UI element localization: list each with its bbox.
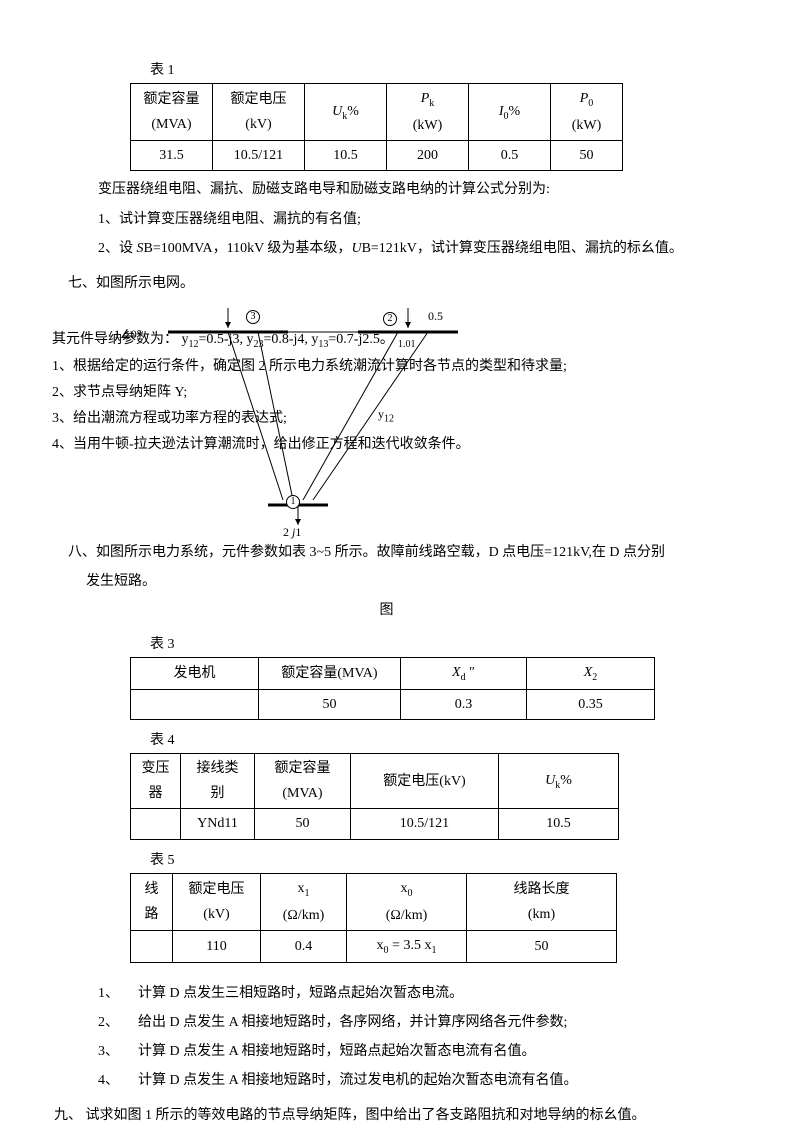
t4-c4: 10.5 [499,809,619,839]
diagram: 3 2 1 0.5 1∠0° 其元件导纳参数为： y12=0.5-j3, y23… [98,300,723,540]
t5-c0 [131,930,173,962]
t1-c0: 31.5 [131,141,213,171]
node1: 1 [286,495,300,509]
t3-h0: 发电机 [131,657,259,689]
table3: 发电机 额定容量(MVA) Xd ″ X2 50 0.3 0.35 [130,657,655,720]
section8: 八、如图所示电力系统，元件参数如表 3~5 所示。故障前线路空载，D 点电压=1… [68,540,723,565]
table5: 线路 额定电压(kV) x1(Ω/km) x0(Ω/km) 线路长度(km) 1… [130,873,617,963]
intro-text: 变压器绕组电阻、漏抗、励磁支路电导和励磁支路电纳的计算公式分别为: [98,177,723,202]
t5-c1: 110 [173,930,261,962]
t4-h2: 额定容量(MVA) [255,754,351,809]
y12-label: y12 [378,404,394,428]
t1-h3: Pk(kW) [387,84,469,141]
q8-1: 1、计算 D 点发生三相短路时，短路点起始次暂态电流。 [98,981,723,1006]
q7-4: 4、当用牛顿-拉夫逊法计算潮流时，给出修正方程和迭代收敛条件。 [52,432,752,457]
t4-h1: 接线类别 [181,754,255,809]
section7: 七、如图所示电网。 [68,271,723,296]
val-101: 1.01 [398,336,416,354]
q7-1: 1、根据给定的运行条件，确定图 2 所示电力系统潮流计算时各节点的类型和待求量; [52,354,752,379]
table4-label: 表 4 [150,728,723,753]
section8b: 发生短路。 [86,569,723,594]
t1-c1: 10.5/121 [213,141,305,171]
t1-h4: I0% [469,84,551,141]
t1-c4: 0.5 [469,141,551,171]
t5-h2: x1(Ω/km) [261,873,347,930]
t4-h3: 额定电压(kV) [351,754,499,809]
t3-h3: X2 [527,657,655,689]
t4-h4: Uk% [499,754,619,809]
table5-label: 表 5 [150,848,723,873]
bottom-label: 2 j1 [283,522,301,544]
t5-c2: 0.4 [261,930,347,962]
t5-h3: x0(Ω/km) [347,873,467,930]
t5-c4: 50 [467,930,617,962]
t5-c3: x0 = 3.5 x1 [347,930,467,962]
t1-c2: 10.5 [305,141,387,171]
section9: 九、 试求如图 1 所示的等效电路的节点导纳矩阵，图中给出了各支路阻抗和对地导纳… [54,1103,723,1128]
node2: 2 [383,312,397,326]
t1-h1: 额定电压(kV) [213,84,305,141]
t3-h2: Xd ″ [401,657,527,689]
t4-c2: 50 [255,809,351,839]
q1: 1、试计算变压器绕组电阻、漏抗的有名值; [98,207,723,232]
t1-h5: P0(kW) [551,84,623,141]
q8-4: 4、计算 D 点发生 A 相接地短路时，流过发电机的起始次暂态电流有名值。 [98,1068,723,1093]
q2: 2、设 SB=100MVA，110kV 级为基本级，UB=121kV，试计算变压… [98,236,723,261]
t5-h1: 额定电压(kV) [173,873,261,930]
t4-h0: 变压器 [131,754,181,809]
fig-caption: 图 [50,598,723,623]
t1-c5: 50 [551,141,623,171]
t3-c1: 50 [259,689,401,719]
t4-c1: YNd11 [181,809,255,839]
q8-2: 2、给出 D 点发生 A 相接地短路时，各序网络，并计算序网络各元件参数; [98,1010,723,1035]
t5-h0: 线路 [131,873,173,930]
table3-label: 表 3 [150,632,723,657]
t1-h0: 额定容量(MVA) [131,84,213,141]
table1-label: 表 1 [150,58,723,83]
table1: 额定容量(MVA) 额定电压(kV) Uk% Pk(kW) I0% P0(kW)… [130,83,623,171]
q8-3: 3、计算 D 点发生 A 相接地短路时，短路点起始次暂态电流有名值。 [98,1039,723,1064]
t1-c3: 200 [387,141,469,171]
q7-2: 2、求节点导纳矩阵 Y; [52,380,752,405]
t4-c0 [131,809,181,839]
t3-c2: 0.3 [401,689,527,719]
t3-h1: 额定容量(MVA) [259,657,401,689]
t5-h4: 线路长度(km) [467,873,617,930]
t3-c0 [131,689,259,719]
q7-3: 3、给出潮流方程或功率方程的表达式; [52,406,752,431]
val-05: 0.5 [428,306,443,328]
node3: 3 [246,310,260,324]
table4: 变压器 接线类别 额定容量(MVA) 额定电压(kV) Uk% YNd11 50… [130,753,619,840]
t4-c3: 10.5/121 [351,809,499,839]
t1-h2: Uk% [305,84,387,141]
t3-c3: 0.35 [527,689,655,719]
